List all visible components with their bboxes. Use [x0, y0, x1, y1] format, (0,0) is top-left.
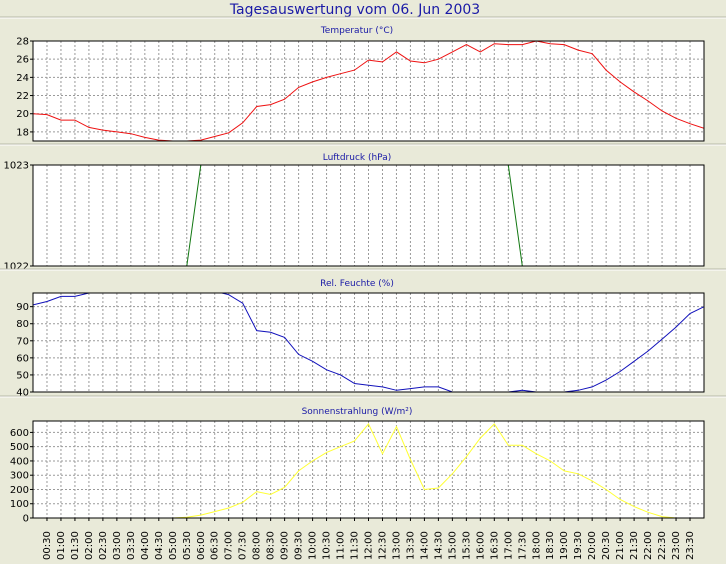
y-tick-label: 1022 [4, 262, 29, 273]
y-tick-label: 60 [16, 353, 29, 364]
x-tick-label: 07:00 [224, 531, 235, 560]
series-line-radiation [33, 422, 704, 518]
x-tick-label: 05:30 [182, 531, 193, 560]
x-tick-label: 10:00 [308, 531, 319, 560]
chart-panel-1: Luftdruck (hPa) 1022 1023 [0, 143, 726, 273]
x-tick-label: 15:30 [461, 531, 472, 560]
plot-border [32, 40, 705, 142]
y-tick-label: 400 [10, 456, 29, 467]
plot-border [32, 292, 705, 393]
y-tick-label: 40 [16, 388, 29, 399]
chart-panel-2: Rel. Feuchte (%) 40 50 60 70 80 90 [0, 268, 726, 399]
x-tick-label: 02:30 [98, 531, 109, 560]
chart-panel-3: Sonnenstrahlung (W/m²) 0 100 200 300 400 500 60… [0, 395, 726, 525]
x-tick-label: 05:00 [168, 531, 179, 560]
x-tick-label: 03:00 [112, 531, 123, 560]
x-tick-label: 09:00 [280, 531, 291, 560]
x-tick-label: 07:30 [238, 531, 249, 560]
x-tick-label: 01:00 [56, 531, 67, 560]
x-tick-label: 16:00 [475, 531, 486, 560]
y-tick-label: 1023 [4, 161, 29, 172]
x-tick-label: 10:30 [322, 531, 333, 560]
chart-panel-0: Temperatur (°C) 18 20 22 24 26 28 [0, 16, 726, 142]
x-tick-label: 11:00 [336, 531, 347, 560]
x-tick-label: 01:30 [70, 531, 81, 560]
series-line-temperature [33, 41, 704, 141]
plot-border [32, 164, 705, 267]
x-tick-label: 12:00 [364, 531, 375, 560]
x-tick-label: 15:00 [447, 531, 458, 560]
x-tick-label: 16:30 [489, 531, 500, 560]
chart-title: Sonnenstrahlung (W/m²) [302, 407, 413, 417]
x-tick-label: 09:30 [294, 531, 305, 560]
x-tick-label: 12:30 [377, 531, 388, 560]
x-tick-label: 17:00 [503, 531, 514, 560]
chart-panels: Temperatur (°C) 18 20 22 24 26 28 Luftdruck (hP… [0, 16, 726, 525]
chart-title: Temperatur (°C) [320, 26, 393, 36]
x-tick-label: 14:00 [419, 531, 430, 560]
x-tick-label: 22:00 [643, 531, 654, 560]
x-tick-label: 08:00 [252, 531, 263, 560]
x-tick-label: 03:30 [126, 531, 137, 560]
x-tick-label: 02:00 [84, 531, 95, 560]
chart-title: Rel. Feuchte (%) [320, 279, 394, 289]
x-tick-label: 08:30 [266, 531, 277, 560]
x-tick-label: 13:00 [391, 531, 402, 560]
y-tick-label: 28 [16, 37, 29, 48]
x-tick-label: 06:00 [196, 531, 207, 560]
x-tick-label: 21:30 [629, 531, 640, 560]
y-tick-label: 100 [10, 499, 29, 510]
x-tick-label: 04:30 [154, 531, 165, 560]
y-tick-label: 24 [16, 73, 29, 84]
x-tick-label: 20:00 [587, 531, 598, 560]
series-line-humidity [33, 293, 704, 392]
x-tick-label: 19:30 [573, 531, 584, 560]
chart-title: Luftdruck (hPa) [323, 153, 392, 163]
y-tick-label: 70 [16, 336, 29, 347]
x-tick-label: 20:30 [601, 531, 612, 560]
y-tick-label: 20 [16, 109, 29, 120]
y-tick-label: 200 [10, 485, 29, 496]
y-tick-label: 300 [10, 471, 29, 482]
x-tick-label: 00:30 [42, 531, 53, 560]
page-title: Tagesauswertung vom 06. Jun 2003 [229, 2, 480, 18]
x-tick-label: 18:30 [545, 531, 556, 560]
x-tick-label: 18:00 [531, 531, 542, 560]
y-tick-label: 0 [23, 514, 29, 525]
x-tick-label: 23:00 [671, 531, 682, 560]
x-tick-label: 13:30 [405, 531, 416, 560]
x-tick-label: 17:30 [517, 531, 528, 560]
x-tick-label: 19:00 [559, 531, 570, 560]
y-tick-label: 50 [16, 370, 29, 381]
y-tick-label: 80 [16, 319, 29, 330]
y-tick-label: 26 [16, 55, 29, 66]
y-tick-label: 90 [16, 302, 29, 313]
x-tick-label: 22:30 [657, 531, 668, 560]
x-tick-label: 23:30 [685, 531, 696, 560]
y-tick-label: 18 [16, 127, 29, 138]
y-tick-label: 600 [10, 428, 29, 439]
x-tick-label: 21:00 [615, 531, 626, 560]
x-tick-label: 11:30 [350, 531, 361, 560]
x-tick-label: 14:30 [433, 531, 444, 560]
x-tick-label: 06:30 [210, 531, 221, 560]
y-tick-label: 500 [10, 442, 29, 453]
x-tick-label: 04:00 [140, 531, 151, 560]
y-tick-label: 22 [16, 91, 29, 102]
x-axis-time-labels: 00:30 01:00 01:30 02:00 02:30 03:00 03:30 04:00… [42, 518, 696, 560]
